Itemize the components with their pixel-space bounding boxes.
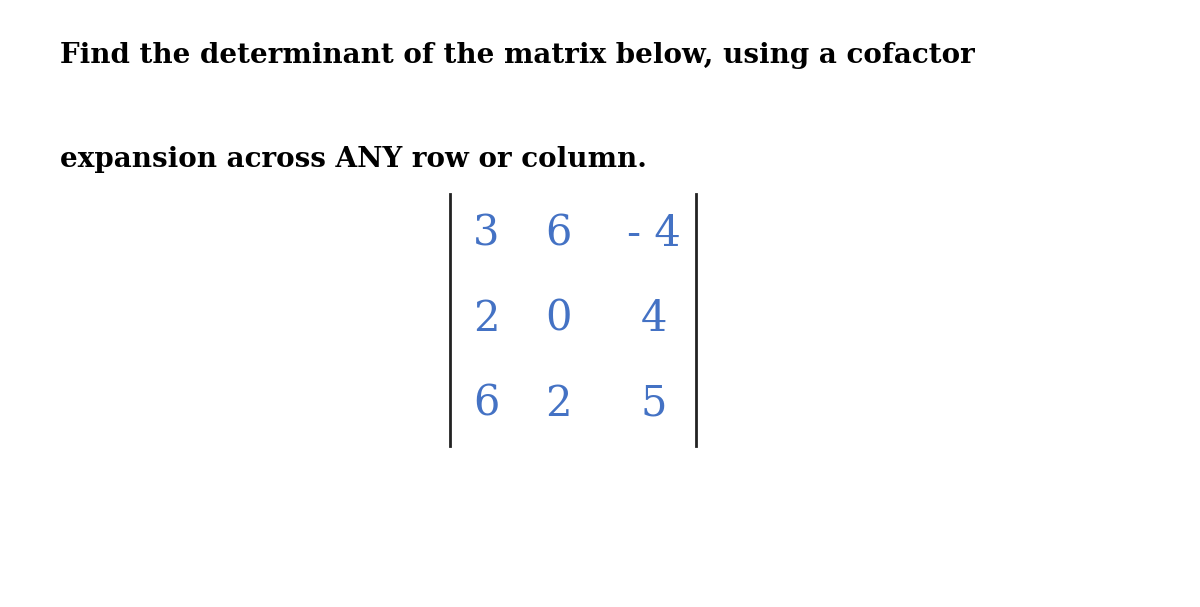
Text: 2: 2 — [473, 297, 499, 340]
Text: 5: 5 — [641, 382, 667, 425]
Text: 3: 3 — [473, 212, 499, 255]
Text: 2: 2 — [545, 382, 571, 425]
Text: 6: 6 — [473, 382, 499, 425]
Text: 4: 4 — [641, 297, 667, 340]
Text: expansion across ANY row or column.: expansion across ANY row or column. — [60, 146, 647, 172]
Text: Find the determinant of the matrix below, using a cofactor: Find the determinant of the matrix below… — [60, 42, 974, 69]
Text: 0: 0 — [545, 297, 571, 340]
Text: 6: 6 — [545, 212, 571, 255]
Text: - 4: - 4 — [628, 212, 680, 255]
